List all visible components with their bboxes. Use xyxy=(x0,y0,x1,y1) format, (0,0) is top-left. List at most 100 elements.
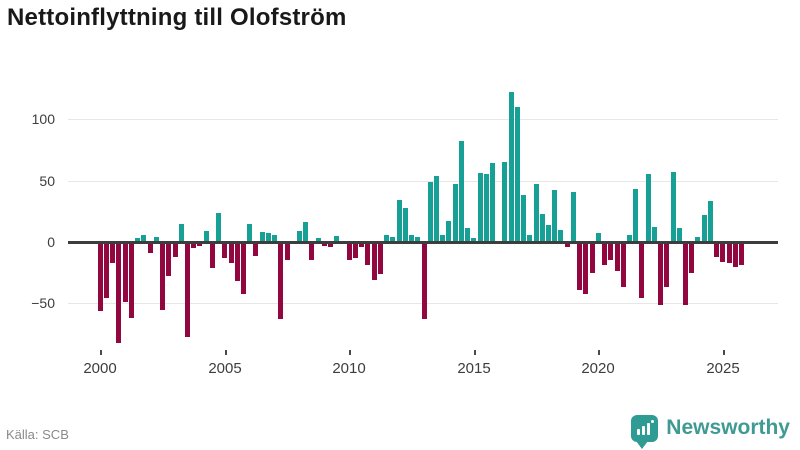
bar xyxy=(278,242,283,319)
y-axis-tick-label: −50 xyxy=(31,295,55,311)
bar xyxy=(621,242,626,287)
badge-tail xyxy=(636,440,649,449)
bar xyxy=(646,174,651,242)
bar xyxy=(571,192,576,242)
bar xyxy=(478,173,483,242)
bar xyxy=(714,242,719,257)
y-axis-tick-label: 0 xyxy=(47,234,55,250)
bar xyxy=(428,182,433,242)
bar xyxy=(365,242,370,265)
x-axis-tick-label: 2010 xyxy=(332,360,366,377)
bar xyxy=(334,236,339,242)
bar xyxy=(160,242,165,310)
bar xyxy=(415,237,420,242)
bar xyxy=(677,228,682,242)
bar xyxy=(727,242,732,263)
bar xyxy=(210,242,215,268)
bar xyxy=(720,242,725,262)
bar xyxy=(104,242,109,298)
bar xyxy=(378,242,383,274)
bar xyxy=(602,242,607,265)
bar xyxy=(459,141,464,242)
bar xyxy=(515,107,520,242)
x-axis-tick-label: 2020 xyxy=(581,360,615,377)
bar xyxy=(359,242,364,247)
bar xyxy=(596,233,601,242)
bar xyxy=(204,231,209,242)
bar xyxy=(316,238,321,242)
bar xyxy=(403,208,408,242)
bar xyxy=(465,228,470,242)
bar xyxy=(521,195,526,242)
x-axis-tick-label: 2000 xyxy=(83,360,117,377)
bar xyxy=(434,176,439,242)
bar xyxy=(141,235,146,242)
bar-chart-badge-icon xyxy=(631,414,659,449)
bar xyxy=(590,242,595,273)
bar xyxy=(509,92,514,242)
bar xyxy=(353,242,358,258)
x-axis-tick-label: 2005 xyxy=(208,360,242,377)
bar xyxy=(658,242,663,305)
bar xyxy=(502,162,507,242)
bar xyxy=(409,235,414,242)
bar xyxy=(639,242,644,298)
x-axis-tick xyxy=(225,350,227,355)
bar xyxy=(222,242,227,258)
bar xyxy=(229,242,234,263)
bar xyxy=(247,224,252,242)
bar xyxy=(708,201,713,242)
x-axis-tick xyxy=(474,350,476,355)
bar xyxy=(453,184,458,242)
zero-line xyxy=(68,241,778,244)
bar xyxy=(422,242,427,319)
bar xyxy=(565,242,570,247)
bar xyxy=(347,242,352,260)
bar xyxy=(733,242,738,267)
bar xyxy=(116,242,121,343)
bar xyxy=(490,163,495,242)
bar xyxy=(266,233,271,242)
bar xyxy=(695,237,700,242)
bar xyxy=(534,184,539,242)
bar xyxy=(173,242,178,257)
bar xyxy=(123,242,128,302)
bar xyxy=(328,242,333,247)
bar xyxy=(633,189,638,242)
bar xyxy=(260,232,265,242)
y-axis-tick-label: 50 xyxy=(39,173,55,189)
bar xyxy=(191,242,196,248)
bar xyxy=(98,242,103,311)
source-label: Källa: SCB xyxy=(6,427,69,442)
bar xyxy=(297,231,302,242)
bar xyxy=(390,237,395,242)
bar xyxy=(216,213,221,242)
bar xyxy=(197,242,202,246)
y-axis-tick-label: 100 xyxy=(31,111,55,127)
brand-name: Newsworthy xyxy=(666,416,790,439)
bar xyxy=(285,242,290,260)
bar xyxy=(241,242,246,294)
bar xyxy=(608,242,613,260)
x-axis-tick-label: 2025 xyxy=(706,360,740,377)
bar xyxy=(148,242,153,253)
newsworthy-logo[interactable]: Newsworthy xyxy=(631,410,790,449)
bar xyxy=(185,242,190,337)
bar xyxy=(303,222,308,242)
bar xyxy=(135,238,140,242)
bar xyxy=(627,235,632,242)
bar xyxy=(552,190,557,242)
bar xyxy=(702,215,707,242)
bar xyxy=(129,242,134,318)
bar xyxy=(440,235,445,242)
bar xyxy=(689,242,694,273)
bar xyxy=(179,224,184,242)
gridline xyxy=(68,181,778,182)
bar xyxy=(253,242,258,256)
bar xyxy=(546,225,551,242)
bar xyxy=(235,242,240,281)
x-axis-tick-label: 2015 xyxy=(457,360,491,377)
x-axis-tick xyxy=(723,350,725,355)
